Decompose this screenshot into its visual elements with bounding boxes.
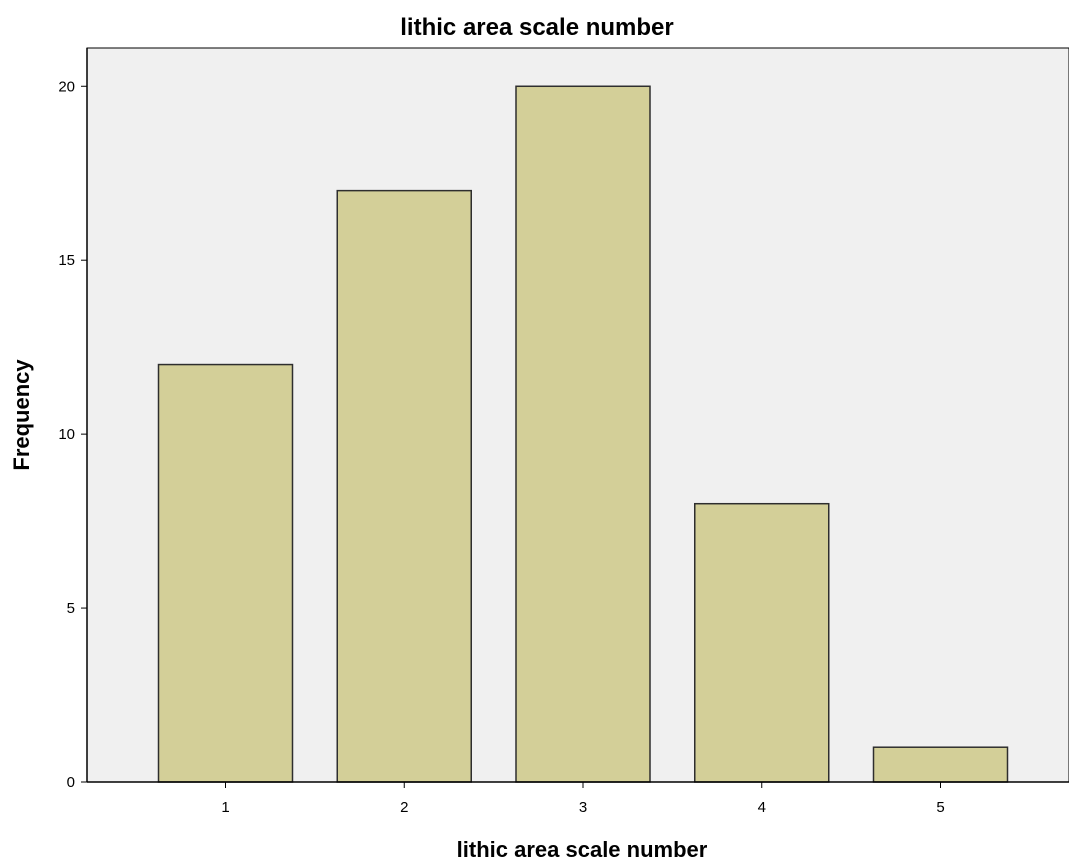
- x-tick-label: 2: [400, 799, 408, 816]
- x-axis-label: lithic area scale number: [457, 837, 708, 861]
- bar-3: [515, 85, 651, 783]
- bar-5: [872, 746, 1009, 783]
- y-tick-label: 5: [67, 600, 75, 617]
- bar-2: [336, 189, 472, 783]
- x-axis-ticks: 1 2 3 4 5: [221, 782, 945, 816]
- bar-1: [157, 363, 294, 783]
- y-axis-ticks: 0 5 10 15 20: [58, 78, 87, 791]
- x-tick-label: 5: [936, 799, 944, 816]
- chart-title: lithic area scale number: [400, 14, 673, 41]
- y-axis-label: Frequency: [9, 359, 34, 471]
- x-tick-label: 4: [758, 799, 766, 816]
- y-tick-label: 0: [67, 774, 75, 791]
- y-tick-label: 20: [58, 78, 75, 95]
- x-tick-label: 1: [221, 799, 229, 816]
- bar-4: [694, 502, 830, 783]
- y-tick-label: 10: [58, 426, 75, 443]
- y-tick-label: 15: [58, 252, 75, 269]
- x-tick-label: 3: [579, 799, 587, 816]
